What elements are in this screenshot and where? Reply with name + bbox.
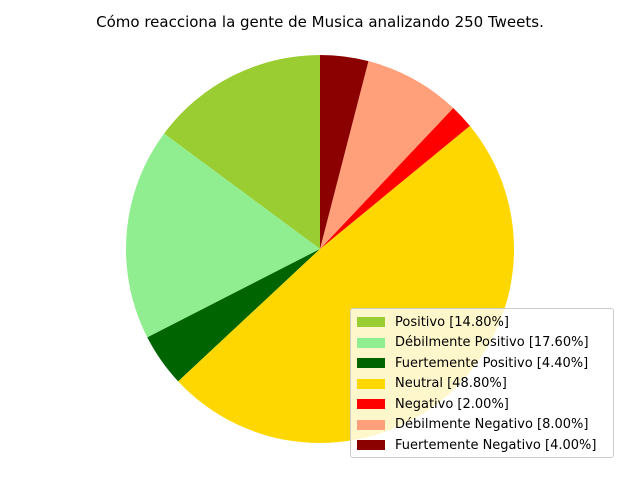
legend-swatch <box>357 317 385 328</box>
legend-label: Neutral [48.80%] <box>395 376 507 392</box>
legend-swatch <box>357 378 385 389</box>
legend-item: Negativo [2.00%] <box>357 394 605 415</box>
legend: Positivo [14.80%] Débilmente Positivo [17… <box>350 308 614 458</box>
legend-item: Débilmente Positivo [17.60%] <box>357 333 605 354</box>
legend-label: Débilmente Positivo [17.60%] <box>395 335 589 351</box>
pie-slice-2 <box>147 249 320 382</box>
legend-swatch <box>357 440 385 451</box>
pie-slice-4 <box>320 107 470 249</box>
legend-swatch <box>357 399 385 410</box>
pie-slice-1 <box>125 133 320 338</box>
legend-item: Neutral [48.80%] <box>357 374 605 395</box>
legend-item: Débilmente Negativo [8.00%] <box>357 415 605 436</box>
pie-slice-0 <box>164 55 320 249</box>
legend-item: Fuertemente Positivo [4.40%] <box>357 353 605 374</box>
chart-title: Cómo reacciona la gente de Musica analiz… <box>96 13 544 31</box>
legend-swatch <box>357 419 385 430</box>
pie-slice-6 <box>320 55 369 249</box>
legend-label: Fuertemente Positivo [4.40%] <box>395 355 589 371</box>
legend-label: Positivo [14.80%] <box>395 314 509 330</box>
legend-swatch <box>357 337 385 348</box>
legend-item: Fuertemente Negativo [4.00%] <box>357 435 605 456</box>
legend-label: Negativo [2.00%] <box>395 396 509 412</box>
legend-swatch <box>357 358 385 369</box>
legend-label: Débilmente Negativo [8.00%] <box>395 417 589 433</box>
legend-item: Positivo [14.80%] <box>357 312 605 333</box>
legend-label: Fuertemente Negativo [4.00%] <box>395 437 597 453</box>
pie-slice-5 <box>320 61 454 249</box>
